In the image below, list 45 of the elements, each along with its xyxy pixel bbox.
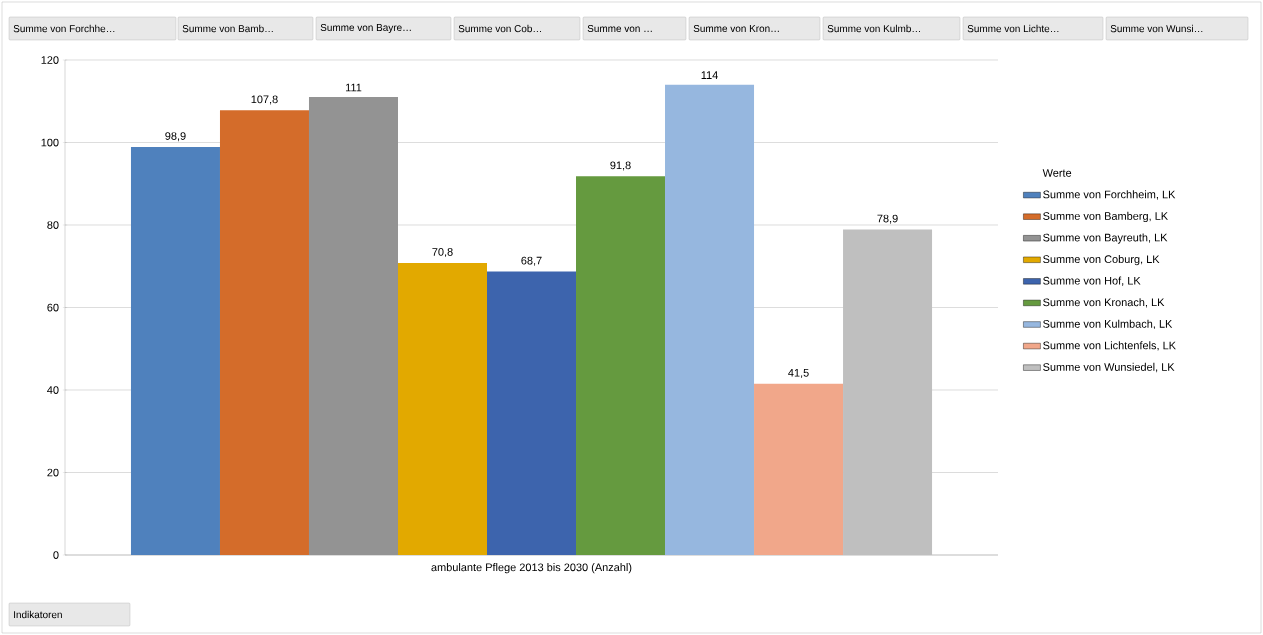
text: Summe von Bayre…: [320, 23, 411, 33]
text: Summe von Bamb…: [182, 24, 273, 33]
bar: [487, 271, 577, 555]
x-tick-label: ambulante Pflege 2013 bis 2030 (Anzahl): [431, 563, 632, 574]
y-tick-label: 60: [47, 303, 59, 312]
y-tick-label: 0: [53, 551, 59, 559]
data-label: 68,7: [521, 256, 542, 266]
bar: [576, 176, 666, 555]
data-label: 98,9: [165, 132, 186, 142]
y-tick-label: 100: [41, 138, 59, 147]
data-label: 107,8: [251, 95, 278, 105]
bar: [397, 262, 487, 555]
data-label: 91,8: [610, 161, 631, 171]
legend-label: Summe von Bayreuth, LK: [1043, 233, 1168, 244]
data-label: 111: [345, 83, 362, 92]
bar: [843, 229, 933, 555]
bar: [754, 383, 844, 555]
text: Summe von Kulmb…: [827, 24, 920, 33]
data-label: 41,5: [788, 369, 809, 378]
legend-label: Summe von Lichtenfels, LK: [1043, 341, 1176, 351]
text: Summe von Wunsi…: [1110, 24, 1203, 33]
text: Indikatoren: [14, 610, 62, 619]
data-label: 114: [701, 71, 718, 79]
data-label: 70,8: [432, 248, 453, 258]
legend-label: Summe von Bamberg, LK: [1043, 211, 1168, 223]
bar: [130, 147, 220, 555]
legend-title: Werte: [1042, 169, 1072, 177]
y-tick-label: 80: [47, 221, 59, 229]
bar: [219, 110, 309, 555]
y-tick-label: 20: [47, 468, 59, 477]
text: Summe von Lichte…: [967, 24, 1059, 33]
legend-label: Summe von Forchheim, LK: [1043, 190, 1176, 200]
legend-label: Summe von Kronach, LK: [1043, 298, 1165, 308]
y-tick-label: 40: [47, 386, 59, 394]
legend-label: Summe von Wunsiedel, LK: [1043, 362, 1175, 373]
text: Summe von Cob…: [458, 24, 541, 33]
legend-label: Summe von Kulmbach, LK: [1043, 319, 1173, 330]
legend-label: Summe von Hof, LK: [1043, 276, 1141, 286]
text: Summe von Kron…: [693, 24, 779, 33]
text: Summe von Forchhe…: [13, 24, 115, 33]
text: Summe von …: [587, 24, 652, 33]
bar: [665, 84, 755, 555]
data-label: 78,9: [877, 214, 898, 224]
y-tick-label: 120: [41, 56, 59, 64]
legend-label: Summe von Coburg, LK: [1043, 255, 1160, 266]
